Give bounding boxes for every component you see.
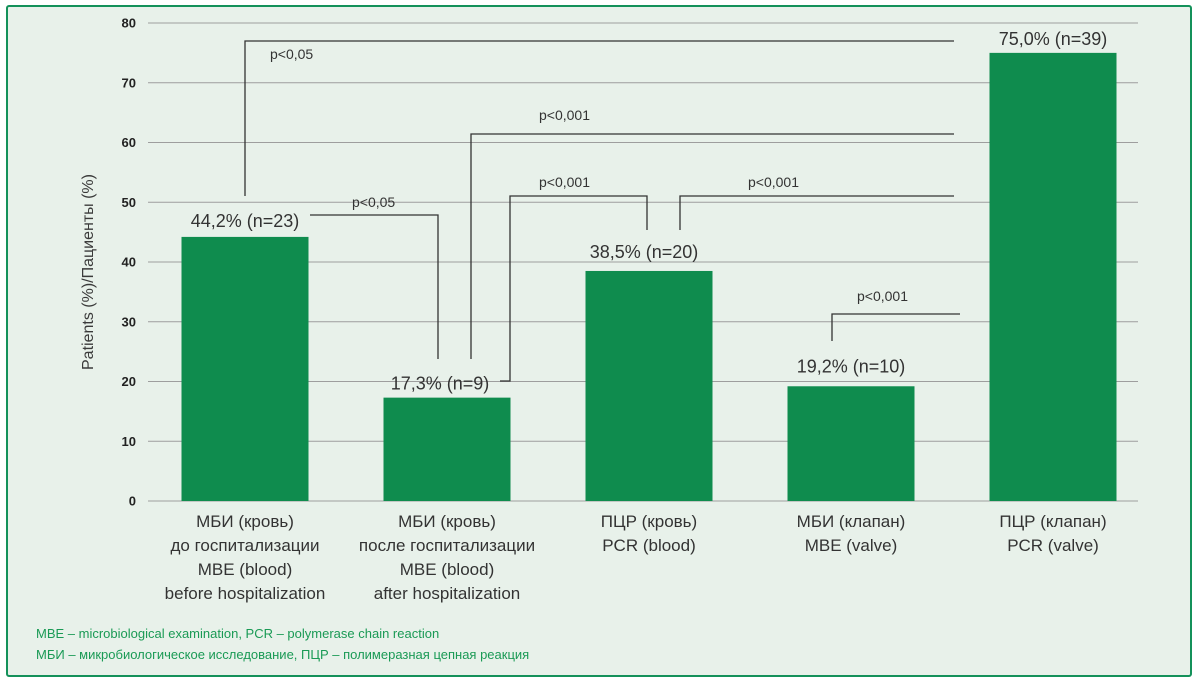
x-tick-label: ПЦР (кровь) (601, 512, 697, 531)
bar (383, 397, 511, 501)
x-tick-label: после госпитализации (359, 536, 535, 555)
y-tick-label: 70 (122, 75, 136, 90)
data-label: 44,2% (n=23) (191, 211, 300, 231)
data-label: 75,0% (n=39) (999, 29, 1108, 49)
y-tick-label: 80 (122, 16, 136, 31)
significance-bracket (500, 195, 648, 382)
significance-bracket (679, 195, 954, 230)
bar-chart: 0 10 20 30 40 50 60 70 80 Patients (%)/Пациенты (… (80, 16, 1138, 603)
significance-label: p<0,05 (352, 194, 395, 210)
bar (181, 236, 309, 501)
x-tick-label: MBE (blood) (400, 560, 494, 579)
significance-bracket (470, 133, 954, 359)
data-label: 38,5% (n=20) (590, 242, 699, 262)
significance-bracket (831, 313, 960, 341)
x-tick-label: after hospitalization (374, 584, 520, 603)
y-tick-label: 40 (122, 255, 136, 270)
y-tick-label: 60 (122, 135, 136, 150)
x-tick-label: МБИ (кровь) (196, 512, 294, 531)
x-tick-label: PCR (valve) (1007, 536, 1099, 555)
data-label: 17,3% (n=9) (391, 374, 490, 394)
x-tick-label: MBE (valve) (805, 536, 898, 555)
significance-label: p<0,001 (857, 288, 908, 304)
significance-label: p<0,05 (270, 46, 313, 62)
data-label: 19,2% (n=10) (797, 356, 906, 376)
footnote-en: MBE – microbiological examination, PCR –… (36, 626, 440, 641)
bar (787, 386, 915, 501)
footnote-ru: МБИ – микробиологическое исследование, П… (36, 647, 530, 662)
y-tick-label: 50 (122, 195, 136, 210)
chart-panel: 0 10 20 30 40 50 60 70 80 Patients (%)/Пациенты (… (6, 5, 1192, 677)
bar (585, 270, 713, 501)
bar (989, 52, 1117, 501)
significance-bracket (244, 40, 954, 196)
significance-label: p<0,001 (539, 107, 590, 123)
x-tick-label: до госпитализации (170, 536, 319, 555)
x-tick-label: ПЦР (клапан) (999, 512, 1106, 531)
x-tick-label: before hospitalization (165, 584, 326, 603)
y-tick-label: 0 (129, 494, 136, 509)
y-tick-label: 30 (122, 314, 136, 329)
y-tick-label: 20 (122, 374, 136, 389)
x-tick-label: МБИ (клапан) (797, 512, 906, 531)
significance-label: p<0,001 (748, 174, 799, 190)
y-tick-label: 10 (122, 434, 136, 449)
significance-label: p<0,001 (539, 174, 590, 190)
x-tick-label: MBE (blood) (198, 560, 292, 579)
y-axis-label: Patients (%)/Пациенты (%) (80, 174, 97, 370)
x-tick-label: МБИ (кровь) (398, 512, 496, 531)
significance-bracket (310, 214, 439, 359)
x-tick-label: PCR (blood) (602, 536, 696, 555)
